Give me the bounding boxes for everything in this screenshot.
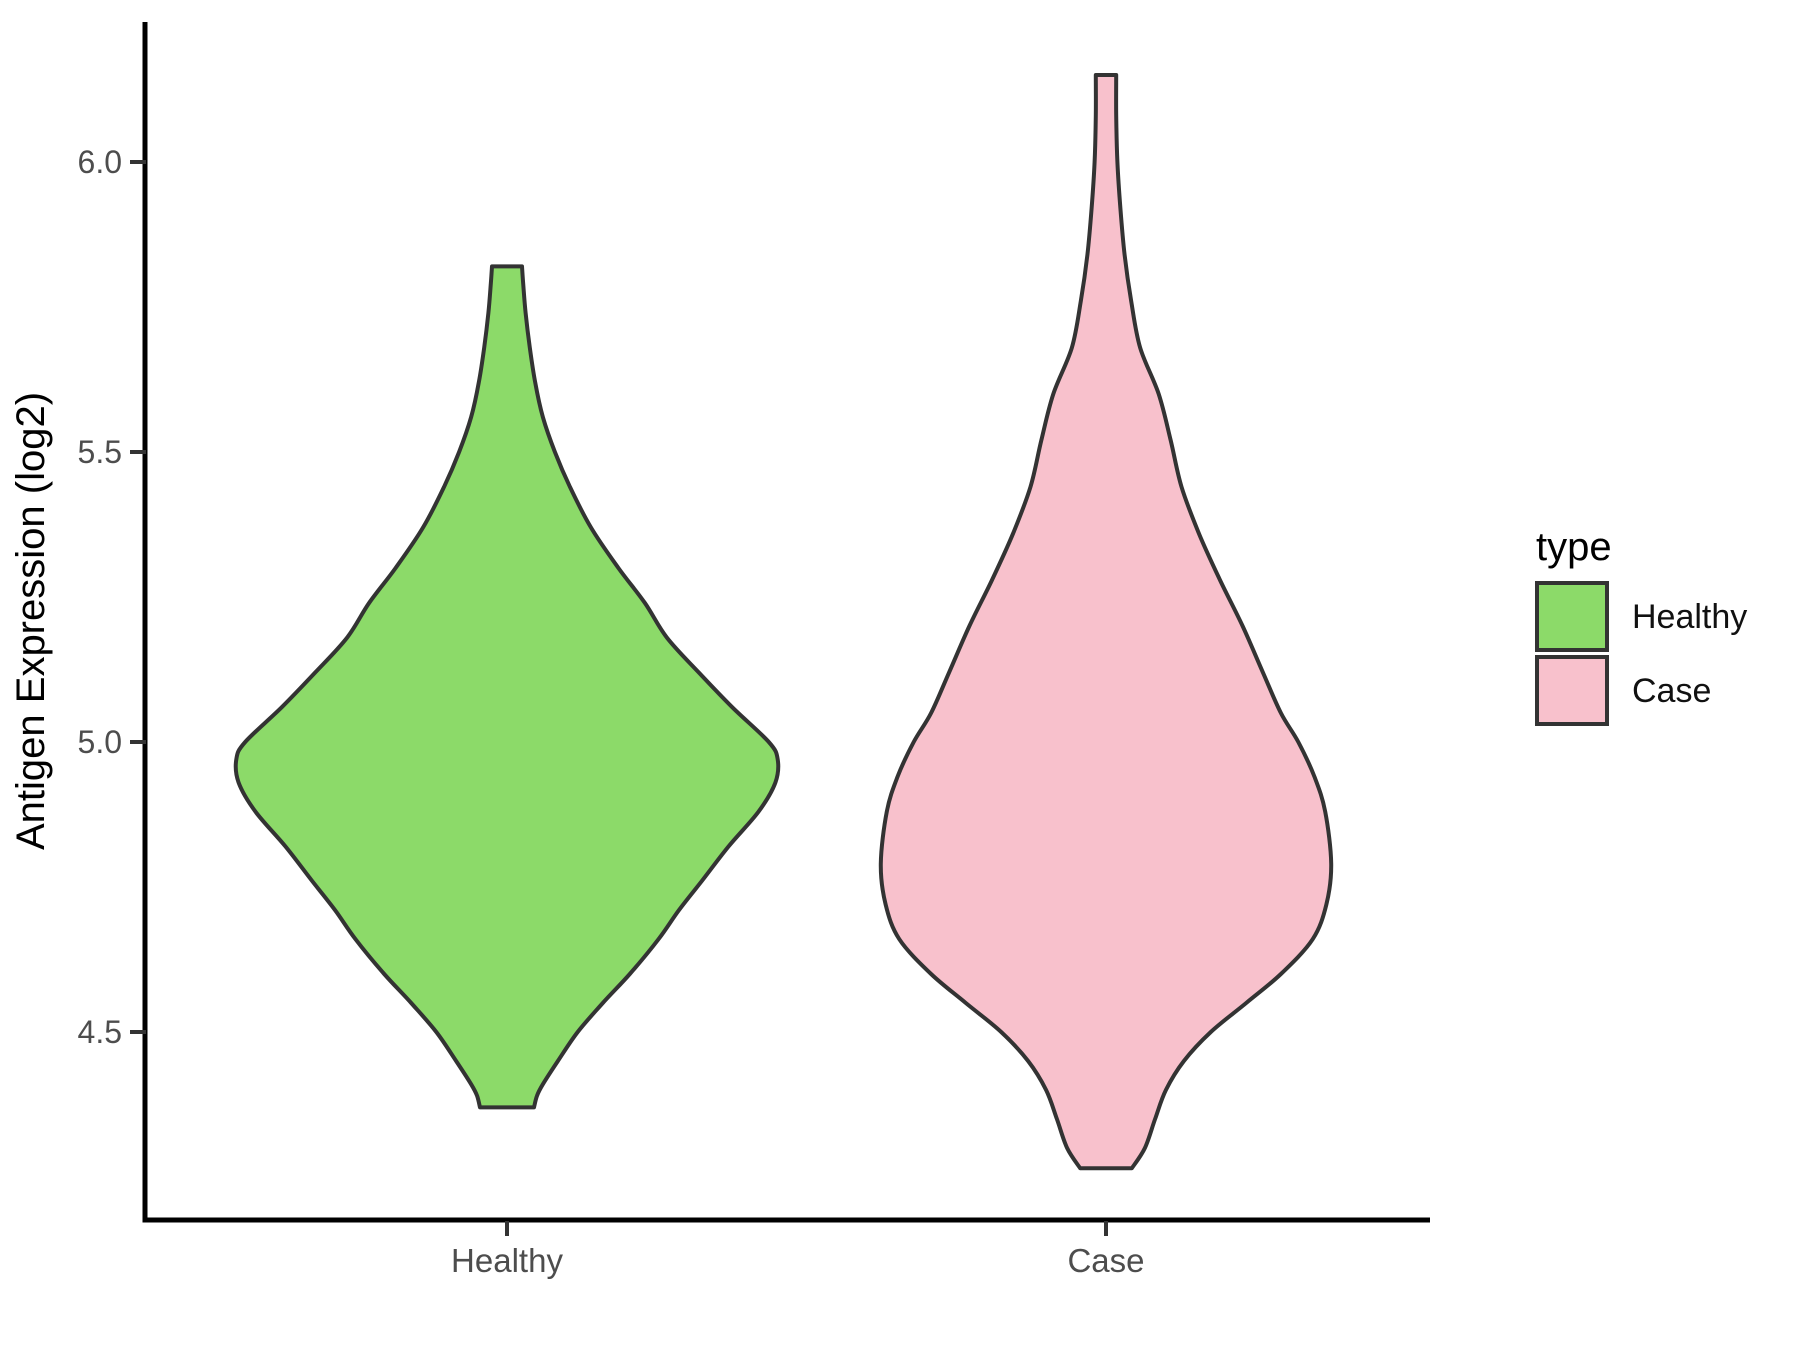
y-tick-label: 4.5 <box>78 1014 122 1050</box>
legend-swatch-healthy <box>1535 581 1609 652</box>
legend: type Healthy Case <box>1535 525 1747 726</box>
x-tick-label-healthy: Healthy <box>451 1242 563 1279</box>
legend-label-healthy: Healthy <box>1632 598 1747 636</box>
legend-title: type <box>1536 525 1612 569</box>
y-tick-label: 5.5 <box>78 434 122 470</box>
y-ticks-layer: 6.0 5.5 5.0 4.5 <box>78 144 146 1050</box>
legend-swatch-case <box>1535 655 1609 726</box>
y-tick-label: 5.0 <box>78 724 122 760</box>
x-ticks-layer: Healthy Case <box>451 1221 1145 1279</box>
x-tick-label-case: Case <box>1067 1242 1144 1279</box>
violins-layer <box>233 73 1334 1171</box>
y-tick-label: 6.0 <box>78 144 122 180</box>
violin-case <box>878 73 1334 1171</box>
violin-healthy <box>233 264 781 1110</box>
legend-label-case: Case <box>1632 672 1711 710</box>
y-axis-title: Antigen Expression (log2) <box>9 392 53 850</box>
